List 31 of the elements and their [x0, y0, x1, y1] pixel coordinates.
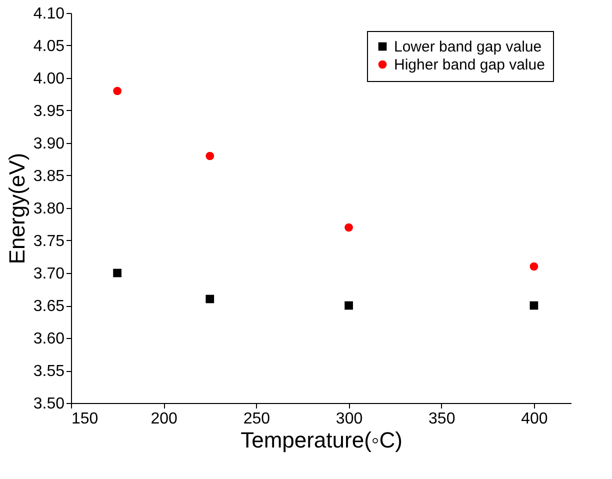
- y-tick-label: 4.10: [33, 6, 65, 22]
- y-tick-label: 3.50: [33, 396, 65, 412]
- legend-label: Higher band gap value: [394, 56, 545, 74]
- point: [113, 86, 122, 96]
- x-tick-label: 300: [336, 410, 363, 428]
- y-tick-label: 3.65: [33, 298, 65, 315]
- legend-label: Lower band gap value: [394, 38, 542, 56]
- point: [206, 294, 214, 304]
- y-tick-label: 3.70: [33, 266, 65, 282]
- y-tick-label: 3.95: [33, 103, 65, 120]
- x-tick-label: 350: [428, 410, 456, 428]
- point: [206, 152, 214, 160]
- y-tick-label: 3.90: [33, 136, 65, 152]
- x-tick-label: 250: [243, 410, 270, 428]
- point: [344, 223, 353, 232]
- point: [530, 301, 538, 310]
- x-tick-label: 150: [72, 410, 98, 428]
- x-tick-label: 200: [150, 410, 178, 428]
- y-tick-label: 3.80: [33, 200, 65, 218]
- x-tick-label: 400: [521, 410, 548, 428]
- y-tick-label: 3.60: [33, 330, 65, 348]
- y-tick-label: 4.00: [33, 70, 65, 88]
- x-axis-title: Temperature(◦C): [240, 428, 402, 452]
- y-tick-label: 3.75: [33, 233, 65, 250]
- y-tick-label: 3.85: [33, 168, 65, 185]
- y-tick-label: 3.55: [33, 363, 65, 380]
- point: [113, 268, 122, 278]
- y-tick-label: 4.05: [33, 38, 65, 55]
- y-axis-title: Energy(eV): [4, 152, 30, 264]
- point: [530, 262, 538, 271]
- point: [344, 301, 353, 310]
